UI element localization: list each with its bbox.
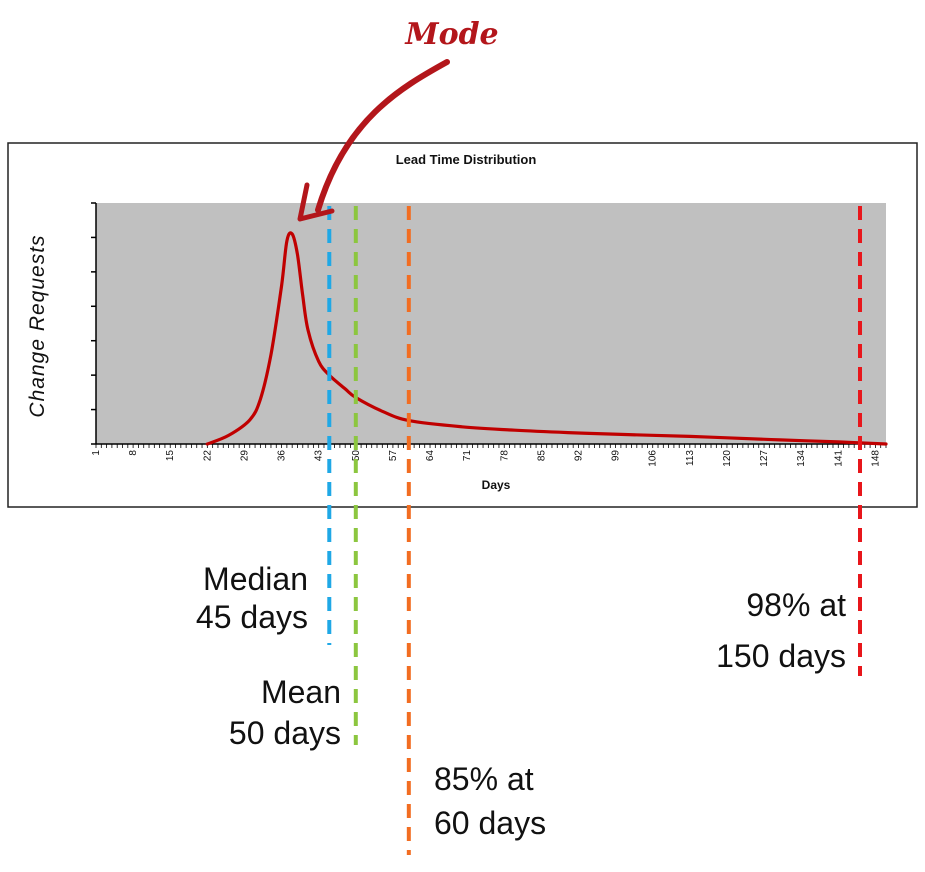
- median-label-line2: 45 days: [196, 599, 308, 635]
- x-tick-label: 99: [611, 450, 622, 462]
- x-tick-label: 106: [648, 450, 659, 467]
- x-tick-label: 113: [685, 450, 696, 466]
- p85-label-line1: 85% at: [434, 761, 534, 797]
- x-axis-ticks: 1 8 15 22 29 36 43 50 57 64 71 78 85 92 99 106 113 120 127…: [91, 444, 887, 467]
- x-tick-label: 64: [425, 450, 436, 462]
- x-tick-label: 50: [351, 450, 362, 462]
- x-tick-label: 22: [202, 450, 213, 462]
- p85-label-line2: 60 days: [434, 805, 546, 841]
- x-tick-label: 43: [314, 450, 325, 462]
- marker-lines: [327, 206, 862, 855]
- x-tick-label: 92: [573, 450, 584, 462]
- mode-label: Mode: [404, 17, 498, 52]
- x-tick-label: 134: [796, 450, 807, 467]
- mode-arrow-head: [297, 182, 335, 222]
- y-axis-ticks: [91, 202, 96, 445]
- x-tick-label: 8: [128, 450, 139, 456]
- plot-area: [96, 203, 886, 444]
- x-tick-label: 71: [462, 450, 473, 462]
- x-tick-label: 148: [870, 450, 881, 467]
- x-tick-label: 141: [833, 450, 844, 467]
- x-tick-label: 120: [722, 450, 733, 467]
- x-tick-label: 1: [91, 450, 102, 456]
- p98-label-line2: 150 days: [716, 638, 846, 674]
- x-tick-label: 78: [499, 450, 510, 462]
- x-tick-label: 29: [239, 450, 250, 462]
- p98-label-line1: 98% at: [746, 587, 846, 623]
- x-tick-label: 127: [759, 450, 770, 467]
- chart-title: Lead Time Distribution: [396, 152, 537, 167]
- mean-label-line2: 50 days: [229, 715, 341, 751]
- x-tick-label: 57: [388, 450, 399, 462]
- mode-arrow: [315, 59, 450, 213]
- x-tick-label: 15: [165, 450, 176, 462]
- series-line: [205, 231, 888, 446]
- median-label-line1: Median: [203, 561, 308, 597]
- x-tick-label: 85: [536, 450, 547, 462]
- mean-label-line1: Mean: [261, 674, 341, 710]
- y-axis-title: Change Requests: [26, 234, 49, 417]
- x-axis-title: Days: [482, 478, 511, 492]
- x-tick-label: 36: [277, 450, 288, 462]
